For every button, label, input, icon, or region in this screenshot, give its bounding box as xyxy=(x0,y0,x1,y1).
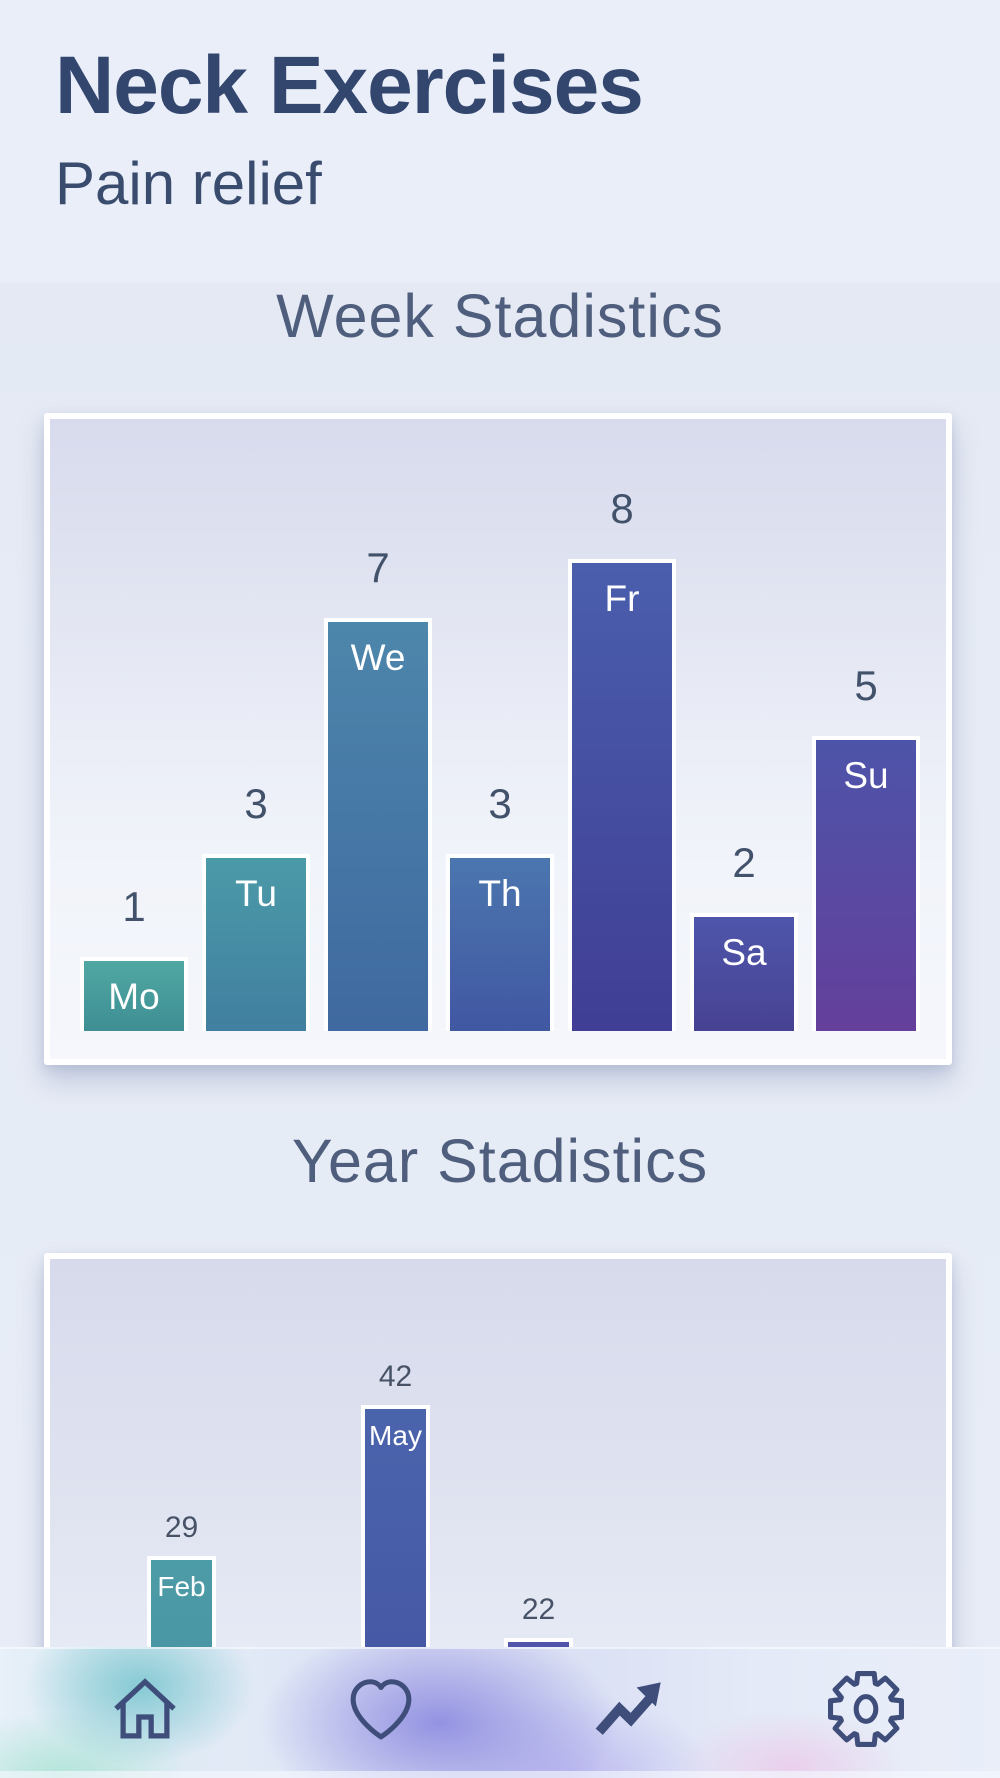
bar-label: Sa xyxy=(721,932,767,973)
week-bar-fr: Fr xyxy=(568,559,676,1031)
week-chart-card: Mo 1 Tu 3 We 7 Th 3 Fr 8 Sa 2 Su 5 xyxy=(44,413,952,1065)
bar-label: Mo xyxy=(108,976,160,1017)
home-icon[interactable] xyxy=(106,1672,184,1746)
gear-icon[interactable] xyxy=(828,1671,904,1747)
week-bar-we: We xyxy=(324,618,432,1031)
bar-value-label: 3 xyxy=(244,780,268,827)
week-bar-tu: Tu xyxy=(202,854,310,1031)
trending-up-icon[interactable] xyxy=(589,1671,669,1747)
bar-value-label: 29 xyxy=(164,1511,199,1544)
bar-label: Feb xyxy=(157,1571,206,1602)
bottom-navigation xyxy=(0,1647,1000,1778)
week-section-title: Week Stadistics xyxy=(276,282,724,350)
bar-label: Su xyxy=(843,755,889,796)
page-title: Neck Exercises xyxy=(55,40,644,131)
bar-label: Th xyxy=(478,873,522,914)
bar-label: Tu xyxy=(235,873,277,914)
heart-icon[interactable] xyxy=(343,1671,419,1747)
bar-label: May xyxy=(369,1420,422,1451)
bar-value-label: 3 xyxy=(488,780,512,827)
week-bar-chart: Mo 1 Tu 3 We 7 Th 3 Fr 8 Sa 2 Su 5 xyxy=(50,419,946,1059)
bar-value-label: 5 xyxy=(854,662,878,709)
bar-value-label: 2 xyxy=(732,839,756,886)
week-bar-th: Th xyxy=(446,854,554,1031)
bar-value-label: 8 xyxy=(610,485,634,532)
nav-statistics-button[interactable] xyxy=(583,1663,675,1755)
nav-favorites-button[interactable] xyxy=(335,1663,427,1755)
nav-settings-button[interactable] xyxy=(820,1663,912,1755)
page-subtitle: Pain relief xyxy=(55,150,322,217)
bar-value-label: 1 xyxy=(122,883,146,930)
bar-value-label: 42 xyxy=(378,1360,413,1393)
year-section-title: Year Stadistics xyxy=(291,1127,709,1195)
week-chart-surface: Mo 1 Tu 3 We 7 Th 3 Fr 8 Sa 2 Su 5 xyxy=(50,419,946,1059)
week-bar-su: Su xyxy=(812,736,920,1031)
week-bar-sa: Sa xyxy=(690,913,798,1031)
bar-value-label: 7 xyxy=(366,544,390,591)
week-bar-mo: Mo xyxy=(80,957,188,1031)
bar-label: We xyxy=(350,637,406,678)
bar-label: Fr xyxy=(604,578,640,619)
bar-value-label: 22 xyxy=(521,1593,556,1626)
nav-home-button[interactable] xyxy=(99,1663,191,1755)
